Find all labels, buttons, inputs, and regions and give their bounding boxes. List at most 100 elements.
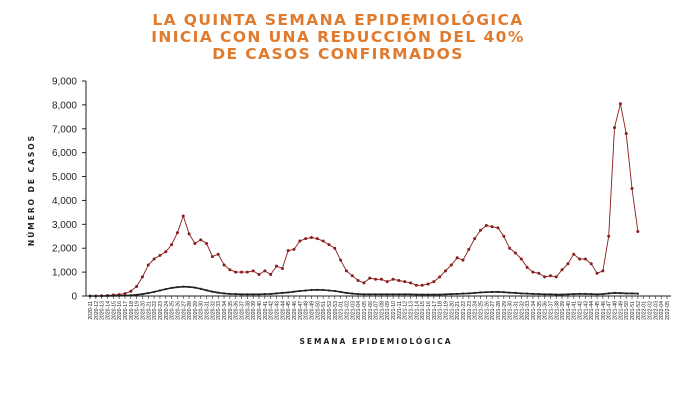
x-tick-label: 2021-19 [444, 301, 450, 320]
secondary-point [450, 292, 453, 296]
x-tick-label: 2021-04 [356, 301, 362, 320]
x-tick-label: 2020-12 [94, 301, 100, 320]
chart-title-line: INICIA CON UNA REDUCCIÓN DEL 40% [151, 28, 525, 46]
secondary-point [601, 292, 604, 296]
secondary-point [456, 292, 459, 295]
secondary-point [502, 291, 505, 294]
confirmed-point [187, 232, 191, 236]
secondary-point [572, 292, 575, 296]
x-tick-label: 2021-46 [601, 301, 607, 320]
x-tick-label: 2021-41 [572, 301, 578, 320]
chart-title-line: DE CASOS CONFIRMADOS [212, 45, 464, 63]
confirmed-point [374, 277, 378, 281]
confirmed-point [339, 258, 343, 262]
secondary-point [386, 293, 389, 296]
secondary-point [566, 293, 570, 296]
confirmed-point [537, 271, 541, 275]
secondary-point [351, 292, 354, 295]
secondary-point [345, 291, 348, 294]
secondary-point [292, 290, 296, 293]
confirmed-point [432, 280, 436, 284]
x-tick-label: 2020-33 [216, 301, 222, 320]
confirmed-point [222, 263, 226, 267]
x-tick-label: 2021-45 [595, 301, 601, 320]
secondary-point [339, 290, 342, 294]
secondary-point [444, 293, 447, 296]
x-tick-label: 2021-33 [525, 301, 531, 320]
confirmed-point [502, 234, 506, 238]
x-tick-label: 2022-05 [665, 301, 671, 320]
confirmed-point [630, 187, 634, 190]
x-tick-label: 2020-18 [129, 301, 135, 320]
confirmed-point [618, 102, 622, 106]
x-tick-label: 2022-02 [648, 301, 654, 320]
confirmed-point [350, 274, 354, 278]
confirmed-point [333, 246, 337, 250]
x-tick-label: 2020-34 [222, 301, 228, 320]
confirmed-point [496, 226, 500, 230]
confirmed-point [344, 269, 348, 273]
x-tick-label: 2020-44 [280, 301, 286, 320]
secondary-point [368, 293, 371, 296]
confirmed-point [362, 281, 366, 285]
x-tick-label: 2021-37 [548, 301, 554, 320]
secondary-point [560, 293, 564, 296]
x-tick-label: 2021-50 [624, 301, 630, 320]
secondary-point [403, 293, 406, 296]
confirmed-point [193, 241, 197, 245]
confirmed-point [269, 273, 273, 276]
secondary-point [257, 293, 261, 296]
x-tick-label: 2021-48 [613, 301, 619, 320]
x-tick-label: 2021-25 [478, 301, 484, 320]
x-tick-label: 2020-35 [228, 301, 234, 320]
secondary-point [246, 293, 249, 296]
confirmed-point [164, 250, 168, 254]
x-tick-label: 2021-47 [607, 301, 613, 320]
x-tick-label: 2020-49 [309, 301, 315, 320]
x-tick-label: 2020-15 [111, 301, 117, 320]
secondary-point [123, 294, 127, 297]
x-tick-label: 2021-18 [438, 301, 444, 320]
secondary-point [193, 286, 197, 289]
secondary-point [170, 286, 173, 289]
secondary-point [275, 292, 278, 295]
chart-title: LA QUINTA SEMANA EPIDEMIOLÓGICA INICIA C… [0, 12, 676, 63]
x-tick-label: 2021-26 [484, 301, 490, 320]
x-tick-label: 2021-06 [368, 301, 374, 320]
y-axis: 0 1,000 2,000 3,000 4,000 5,000 6,000 7,000 8,00… [52, 77, 87, 303]
confirmed-point [275, 264, 279, 268]
secondary-point [141, 292, 144, 296]
secondary-point [234, 292, 237, 296]
x-tick-label: 2021-22 [461, 301, 467, 320]
x-tick-label: 2021-20 [449, 301, 455, 320]
confirmed-point [420, 283, 424, 287]
confirmed-point [478, 228, 482, 232]
secondary-point [374, 293, 377, 296]
secondary-point [397, 293, 400, 296]
secondary-point [269, 292, 272, 295]
x-tick-label: 2021-30 [508, 301, 514, 320]
y-tick-label: 4,000 [52, 196, 77, 207]
confirmed-point [444, 269, 448, 273]
confirmed-point [304, 237, 308, 241]
x-tick-label: 2020-28 [187, 301, 193, 320]
x-tick-label: 2021-08 [379, 301, 385, 320]
secondary-point [590, 292, 593, 296]
x-tick-label: 2020-16 [117, 301, 123, 320]
secondary-point [584, 292, 587, 295]
confirmed-point [199, 238, 203, 242]
confirmed-point [280, 267, 284, 271]
secondary-point [222, 292, 226, 295]
x-tick-label: 2021-16 [426, 301, 432, 320]
secondary-point [135, 293, 138, 296]
secondary-point [438, 293, 441, 296]
x-tick-label: 2020-27 [181, 301, 187, 320]
confirmed-point [578, 257, 582, 261]
confirmed-point [490, 225, 494, 229]
y-tick-label: 8,000 [52, 100, 77, 111]
confirmed-point [175, 231, 179, 235]
confirmed-point [455, 256, 459, 260]
secondary-point [362, 293, 366, 296]
x-tick-label: 2021-31 [513, 301, 519, 320]
